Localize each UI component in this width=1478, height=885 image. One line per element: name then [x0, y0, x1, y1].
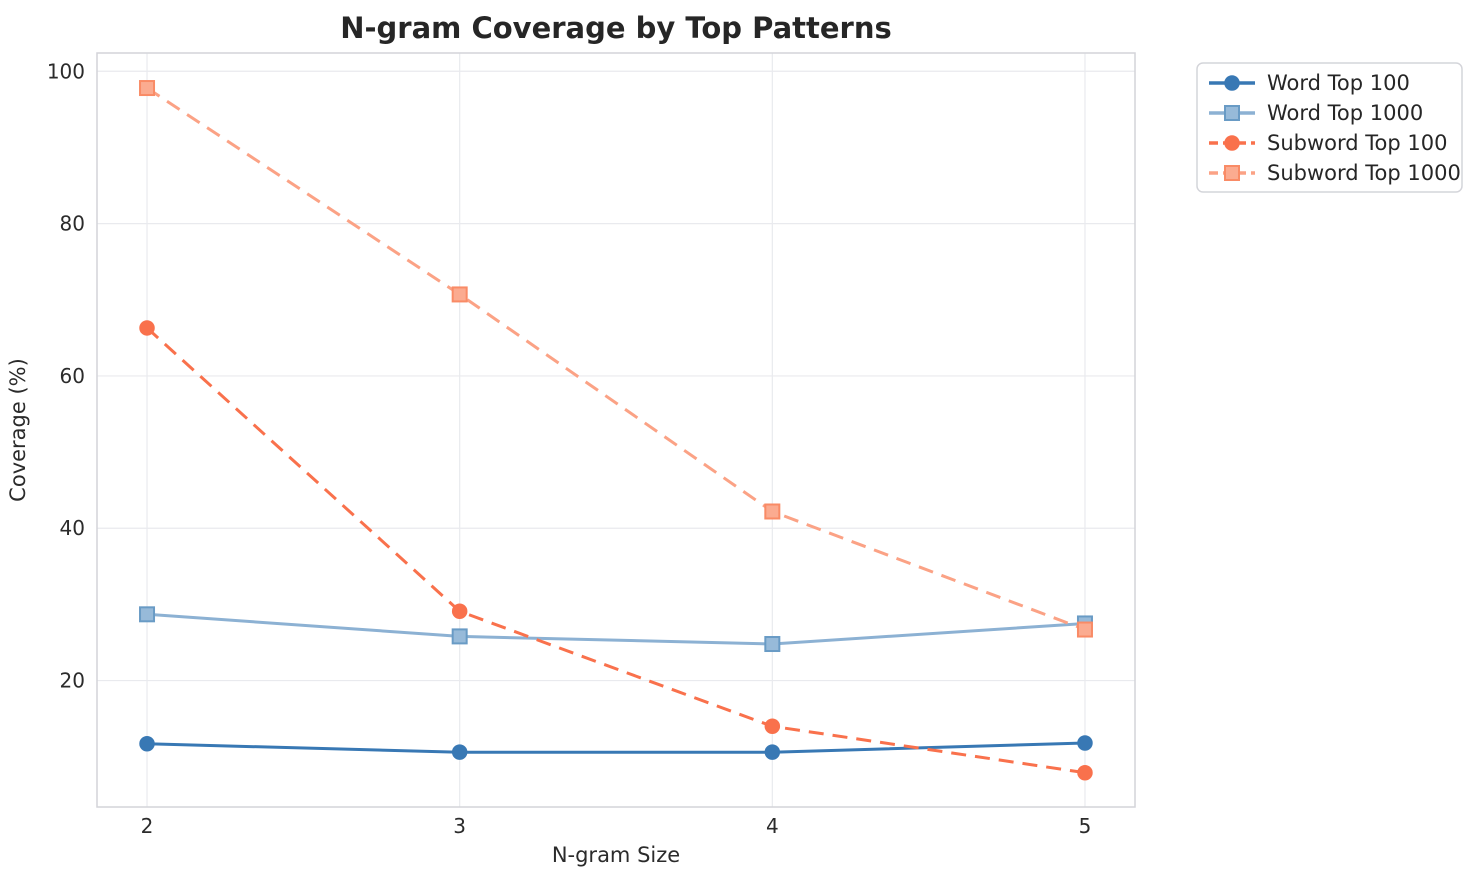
legend-label: Word Top 1000 [1267, 101, 1423, 125]
series-line [146, 612, 1086, 646]
x-tick-label: 5 [1079, 814, 1092, 838]
data-point [764, 503, 781, 520]
series-line [146, 741, 1086, 754]
data-point [139, 606, 156, 623]
data-point [451, 286, 468, 303]
y-tick-label: 40 [60, 516, 85, 540]
axes-layer: 20 40 60 80 100 2 3 4 5 [47, 52, 1136, 838]
data-point [1077, 735, 1093, 751]
legend-label: Word Top 100 [1267, 71, 1410, 95]
y-tick-label: 60 [60, 364, 85, 388]
legend-item: Subword Top 100 [1209, 131, 1447, 155]
legend-label: Subword Top 1000 [1267, 161, 1461, 185]
x-tick-label: 2 [141, 814, 154, 838]
legend-item: Word Top 100 [1209, 71, 1410, 95]
series-line [145, 326, 1086, 775]
legend-item: Word Top 1000 [1209, 101, 1423, 125]
data-point [451, 603, 468, 620]
x-tick-label: 3 [453, 814, 466, 838]
legend-box [1196, 62, 1463, 193]
y-tick-label: 100 [47, 59, 85, 83]
y-axis-label: Coverage (%) [6, 358, 30, 502]
legend-swatch-marker [1224, 75, 1240, 91]
data-point [139, 80, 156, 97]
data-point [764, 718, 781, 735]
data-point [764, 744, 781, 760]
series-subword-top-1000 [139, 80, 1093, 638]
plot-border [96, 52, 1136, 808]
series-subword-top-100 [139, 320, 1093, 781]
legend-label: Subword Top 100 [1267, 131, 1447, 155]
grid-layer [97, 53, 1135, 807]
data-point [764, 636, 781, 653]
legend-swatch-marker [1224, 135, 1240, 151]
legend: Word Top 100 Word Top 1000 Subword Top 100… [1196, 62, 1463, 193]
series-line [146, 86, 1086, 631]
legend-swatch-marker [1224, 105, 1240, 121]
x-tick-label: 4 [766, 814, 779, 838]
data-point [139, 320, 155, 336]
chart-title: N-gram Coverage by Top Patterns [340, 11, 892, 45]
data-point [139, 736, 155, 752]
y-tick-label: 20 [60, 669, 85, 693]
data-point [1077, 764, 1093, 781]
series-word-top-100 [139, 735, 1093, 760]
legend-item: Subword Top 1000 [1209, 161, 1461, 185]
series-layer [139, 80, 1093, 781]
data-point [451, 628, 468, 645]
series-word-top-1000 [139, 606, 1093, 653]
x-axis-label: N-gram Size [552, 843, 680, 867]
legend-swatch-marker [1224, 165, 1240, 181]
y-tick-label: 80 [60, 212, 85, 236]
data-point [1076, 621, 1093, 638]
data-point [451, 744, 468, 760]
